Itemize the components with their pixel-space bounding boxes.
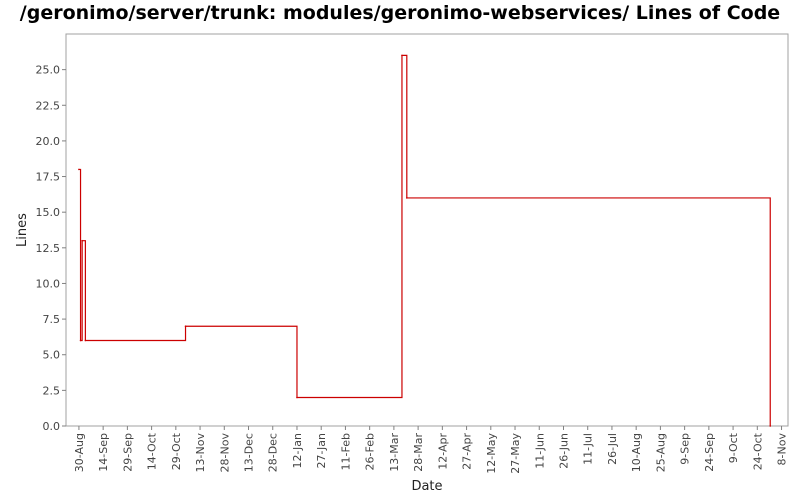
x-tick-label: 26-Jun <box>557 433 570 469</box>
series-group <box>78 54 772 427</box>
y-tick-label: 15.0 <box>36 206 61 219</box>
data-point <box>401 54 403 57</box>
y-tick-label: 0.0 <box>43 420 61 433</box>
x-tick-label: 25-Aug <box>654 433 667 472</box>
y-tick-label: 12.5 <box>36 242 61 255</box>
x-tick-label: 28-Dec <box>267 433 280 472</box>
x-tick-label: 24-Sep <box>703 433 716 472</box>
x-tick-label: 13-Mar <box>388 433 401 472</box>
x-tick-label: 12-Apr <box>436 433 449 470</box>
data-point <box>78 168 80 171</box>
x-tick-label: 26-Feb <box>364 433 377 470</box>
y-axis: 0.0 2.5 5.0 7.5 10.0 12.5 15.0 17.5 20.0 22.5 25.0 <box>36 64 66 433</box>
data-point <box>296 396 298 399</box>
x-tick-label: 30-Aug <box>73 433 86 472</box>
data-point <box>769 425 772 427</box>
y-tick-label: 20.0 <box>36 135 61 148</box>
x-tick-label: 27-Jan <box>315 433 328 469</box>
x-tick-label: 28-Mar <box>412 433 425 472</box>
x-tick-label: 9-Sep <box>679 433 692 465</box>
x-tick-label: 14-Oct <box>146 432 159 470</box>
x-tick-label: 29-Oct <box>170 432 183 470</box>
chart-title: /geronimo/server/trunk: modules/geronimo… <box>19 2 781 24</box>
data-point <box>184 325 187 328</box>
x-tick-label: 29-Sep <box>121 433 134 472</box>
x-tick-label: 11-Jun <box>533 433 546 469</box>
plot-area <box>65 33 789 427</box>
x-tick-label: 26-Jul <box>606 433 619 465</box>
x-tick-label: 28-Nov <box>218 433 231 473</box>
x-tick-label: 13-Dec <box>243 433 256 472</box>
data-point <box>84 339 87 342</box>
y-tick-label: 7.5 <box>43 313 61 326</box>
x-tick-label: 9-Oct <box>727 432 740 463</box>
x-tick-label: 10-Aug <box>630 433 643 472</box>
x-tick-label: 12-May <box>485 433 498 474</box>
y-tick-label: 5.0 <box>43 349 61 362</box>
data-point <box>81 239 83 242</box>
x-tick-label: 8-Nov <box>776 433 789 466</box>
y-axis-title: Lines <box>15 213 30 247</box>
x-tick-label: 24-Oct <box>751 432 764 470</box>
data-point <box>406 197 408 199</box>
x-axis: 30-Aug 14-Sep 29-Sep 14-Oct 29-Oct 13-Nov 28-N… <box>73 426 789 474</box>
data-point <box>79 339 82 342</box>
x-tick-label: 13-Nov <box>194 433 207 473</box>
x-tick-label: 27-May <box>509 433 522 474</box>
y-tick-label: 17.5 <box>36 171 61 184</box>
x-tick-label: 14-Sep <box>97 433 110 472</box>
y-tick-label: 22.5 <box>36 99 61 112</box>
y-tick-label: 25.0 <box>36 64 61 77</box>
x-axis-title: Date <box>411 479 442 494</box>
x-tick-label: 11-Feb <box>339 433 352 470</box>
y-tick-label: 10.0 <box>36 277 61 290</box>
x-tick-label: 27-Apr <box>461 433 474 470</box>
x-tick-label: 11-Jul <box>582 433 595 465</box>
y-tick-label: 2.5 <box>43 384 61 397</box>
x-tick-label: 12-Jan <box>291 433 304 469</box>
